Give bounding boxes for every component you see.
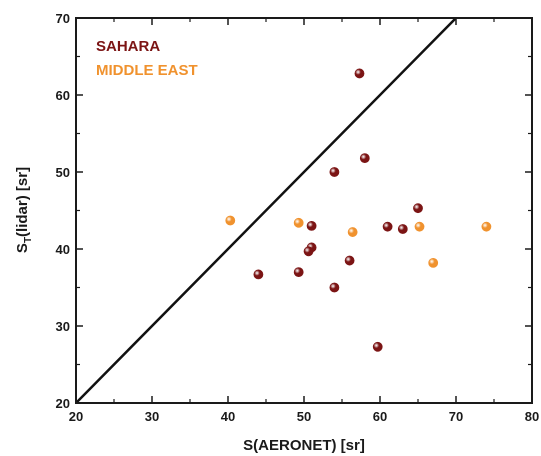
- y-axis-title-subscript: T: [23, 237, 34, 243]
- y-axis-title-main: S: [14, 243, 31, 253]
- y-tick-label: 50: [56, 165, 70, 180]
- data-point-middle-east: [428, 257, 439, 268]
- y-tick-label: 70: [56, 11, 70, 26]
- y-tick-label: 20: [56, 396, 70, 411]
- data-point-sahara: [293, 267, 304, 277]
- data-point-sahara: [397, 224, 408, 234]
- data-point-sahara: [359, 153, 370, 164]
- data-point-sahara: [253, 269, 264, 280]
- x-tick-label: 80: [525, 409, 539, 424]
- data-point-sahara: [306, 220, 317, 231]
- data-point-sahara: [372, 341, 383, 352]
- y-axis-title: ST(lidar) [sr]: [14, 167, 34, 253]
- x-tick-label: 70: [449, 409, 463, 424]
- x-tick-label: 50: [297, 409, 311, 424]
- x-tick-label: 30: [145, 409, 159, 424]
- x-axis-title: S(AERONET) [sr]: [243, 437, 365, 454]
- data-point-middle-east: [293, 217, 304, 228]
- one-to-one-line: [76, 18, 458, 403]
- data-point-sahara: [329, 167, 340, 177]
- data-point-middle-east: [347, 227, 358, 237]
- data-point-sahara: [382, 221, 393, 232]
- data-point-middle-east: [481, 221, 492, 232]
- data-point-sahara: [303, 246, 314, 257]
- x-tick-label: 20: [69, 409, 83, 424]
- y-axis-title-tail: (lidar) [sr]: [14, 167, 31, 237]
- legend-label-middle-east: MIDDLE EAST: [96, 62, 198, 79]
- y-tick-label: 40: [56, 242, 70, 257]
- y-tick-label: 30: [56, 319, 70, 334]
- x-tick-label: 40: [221, 409, 235, 424]
- y-tick-label: 60: [56, 88, 70, 103]
- data-point-sahara: [413, 203, 423, 214]
- data-point-sahara: [354, 68, 365, 79]
- data-point-sahara: [329, 282, 340, 293]
- data-point-middle-east: [225, 215, 236, 226]
- data-point-sahara: [344, 255, 355, 266]
- data-point-middle-east: [414, 221, 425, 232]
- x-tick-label: 60: [373, 409, 387, 424]
- legend-label-sahara: SAHARA: [96, 38, 160, 55]
